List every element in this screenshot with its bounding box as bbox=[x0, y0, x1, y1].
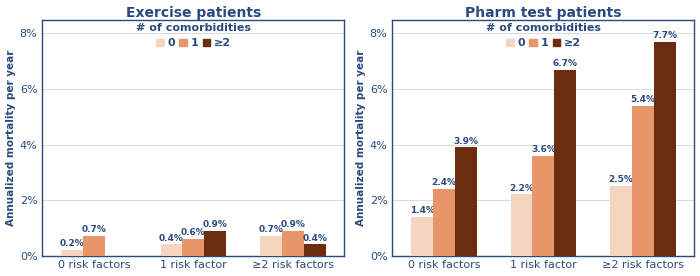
Text: 3.6%: 3.6% bbox=[531, 145, 556, 154]
Text: 0.7%: 0.7% bbox=[82, 225, 106, 235]
Bar bbox=[61, 250, 83, 256]
Bar bbox=[533, 156, 554, 256]
Text: 0.7%: 0.7% bbox=[258, 225, 284, 235]
Y-axis label: Annualized mortality per year: Annualized mortality per year bbox=[356, 49, 365, 226]
Bar bbox=[411, 217, 433, 256]
Bar bbox=[304, 245, 326, 256]
Title: Exercise patients: Exercise patients bbox=[126, 6, 261, 20]
Text: 2.5%: 2.5% bbox=[608, 176, 634, 184]
Text: 6.7%: 6.7% bbox=[553, 59, 578, 68]
Text: 2.2%: 2.2% bbox=[509, 184, 534, 193]
Title: Pharm test patients: Pharm test patients bbox=[465, 6, 622, 20]
Bar bbox=[433, 189, 455, 256]
Text: 0.6%: 0.6% bbox=[181, 228, 206, 237]
Bar bbox=[260, 236, 282, 256]
Text: 0.9%: 0.9% bbox=[203, 220, 228, 229]
Text: 0.9%: 0.9% bbox=[280, 220, 305, 229]
Bar bbox=[183, 239, 204, 256]
Text: 1.4%: 1.4% bbox=[410, 206, 435, 215]
Bar bbox=[632, 106, 654, 256]
Text: 5.4%: 5.4% bbox=[630, 95, 655, 104]
Y-axis label: Annualized mortality per year: Annualized mortality per year bbox=[6, 49, 15, 226]
Bar bbox=[654, 42, 676, 256]
Text: 7.7%: 7.7% bbox=[652, 31, 677, 40]
Legend: 0, 1, ≥2: 0, 1, ≥2 bbox=[134, 21, 253, 51]
Text: 2.4%: 2.4% bbox=[431, 178, 456, 187]
Bar bbox=[510, 195, 533, 256]
Legend: 0, 1, ≥2: 0, 1, ≥2 bbox=[484, 21, 603, 51]
Text: 0.4%: 0.4% bbox=[302, 234, 327, 243]
Bar bbox=[554, 70, 576, 256]
Text: 3.9%: 3.9% bbox=[454, 137, 478, 146]
Bar bbox=[282, 230, 304, 256]
Text: 0.4%: 0.4% bbox=[159, 234, 184, 243]
Bar bbox=[455, 147, 477, 256]
Bar bbox=[160, 245, 183, 256]
Text: 0.2%: 0.2% bbox=[60, 239, 85, 248]
Bar bbox=[204, 230, 226, 256]
Bar bbox=[83, 236, 105, 256]
Bar bbox=[610, 186, 632, 256]
